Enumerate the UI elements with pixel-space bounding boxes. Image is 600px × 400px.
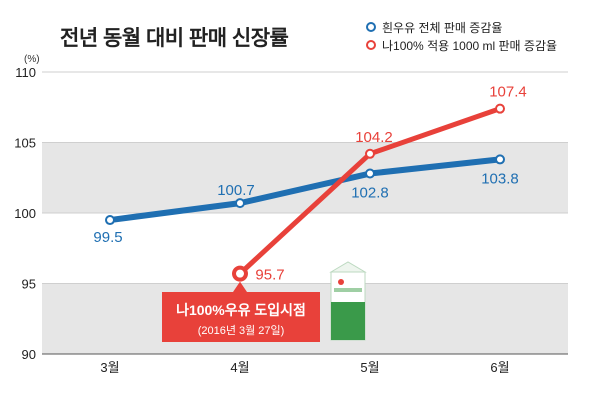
legend-item-na100: 나100% 적용 1000 ml 판매 증감율 <box>366 36 557 54</box>
chart-legend: 흰우유 전체 판매 증감율 나100% 적용 1000 ml 판매 증감율 <box>366 18 557 54</box>
series-line <box>107 156 503 224</box>
data-point <box>232 265 248 282</box>
data-label: 99.5 <box>93 229 122 246</box>
legend-label: 나100% 적용 1000 ml 판매 증감율 <box>382 38 558 53</box>
data-point <box>235 198 245 209</box>
data-point <box>365 148 375 159</box>
legend-item-milk-total: 흰우유 전체 판매 증감율 <box>366 18 557 36</box>
x-tick-label: 6월 <box>490 360 509 375</box>
data-point <box>105 215 115 226</box>
callout-title: 나100%우유 도입시점 <box>176 302 306 318</box>
data-point <box>495 103 505 114</box>
data-label: 103.8 <box>481 170 519 187</box>
data-label: 100.7 <box>217 182 255 199</box>
chart-title: 전년 동월 대비 판매 신장률 <box>60 27 289 50</box>
legend-label: 흰우유 전체 판매 증감율 <box>382 20 503 35</box>
data-label: 102.8 <box>351 185 389 202</box>
data-label: 95.7 <box>255 267 284 284</box>
data-label: 104.2 <box>355 129 393 146</box>
y-unit-label: (%) <box>24 54 40 65</box>
y-tick-label: 100 <box>14 206 36 221</box>
y-axis: (%) 90 95 100 105 110 <box>14 54 568 362</box>
callout-box <box>162 292 320 342</box>
legend-marker-red <box>366 40 376 50</box>
legend-marker-blue <box>366 22 376 32</box>
x-tick-label: 5월 <box>360 360 379 375</box>
milk-carton-image <box>329 261 367 341</box>
callout-subtitle: (2016년 3월 27일) <box>198 323 285 337</box>
data-point <box>365 168 375 179</box>
y-tick-label: 105 <box>14 136 36 151</box>
y-tick-label: 110 <box>15 65 36 80</box>
grid-band <box>42 142 568 213</box>
data-label: 107.4 <box>489 84 527 101</box>
data-series: 99.5 100.7 102.8 103.8 95.7 104.2 107.4 <box>93 84 526 284</box>
y-tick-label: 95 <box>22 277 36 292</box>
annotation-callout: 나100%우유 도입시점 (2016년 3월 27일) <box>162 281 320 342</box>
data-point <box>495 154 505 165</box>
callout-pointer <box>233 281 247 292</box>
x-tick-label: 4월 <box>230 360 249 375</box>
y-tick-label: 90 <box>22 347 36 362</box>
x-axis: 3월 4월 5월 6월 <box>100 360 509 375</box>
x-tick-label: 3월 <box>100 360 119 375</box>
